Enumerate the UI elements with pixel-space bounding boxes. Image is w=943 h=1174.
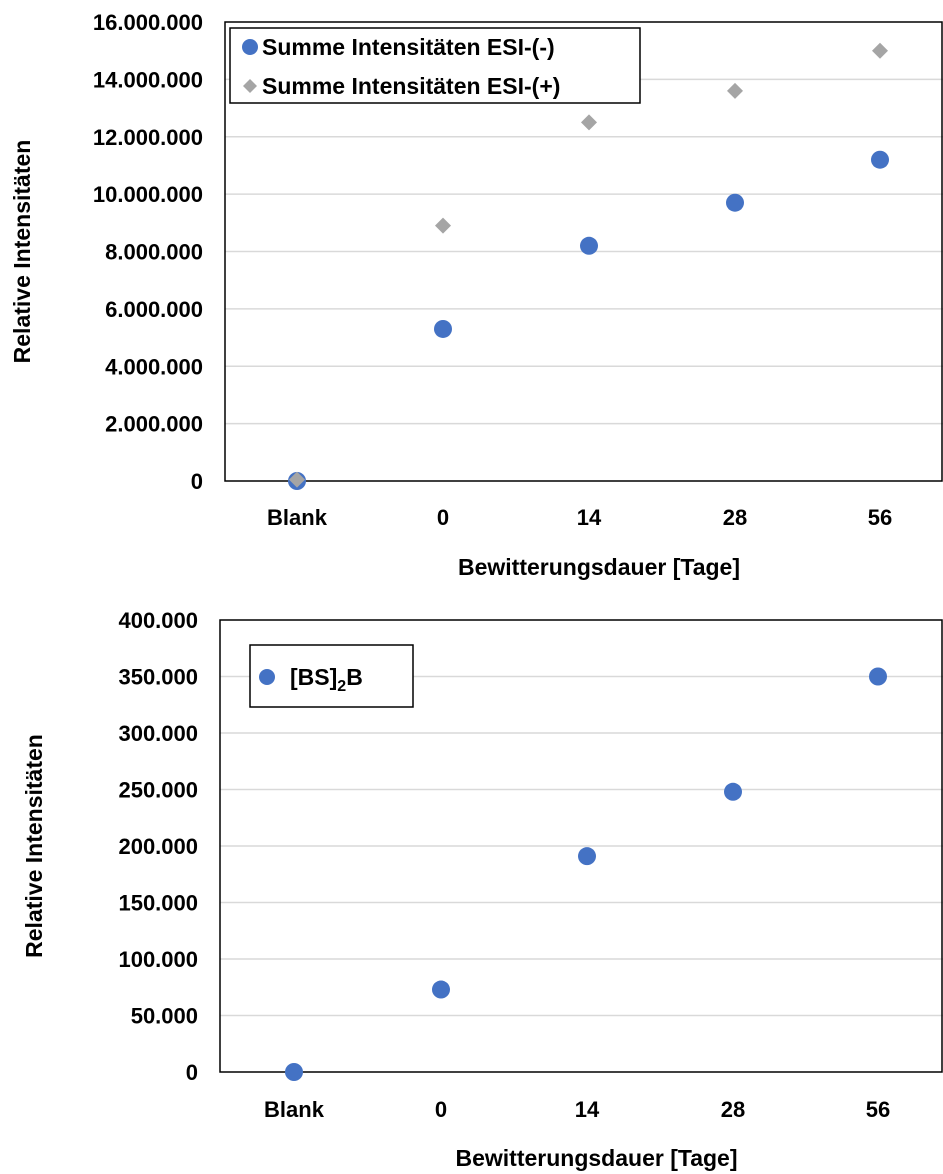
legend: Summe Intensitäten ESI-(-) Summe Intensit… (229, 27, 641, 104)
y-tick-label: 12.000.000 (93, 125, 203, 150)
y-tick-label: 300.000 (118, 721, 198, 746)
y-tick-label: 250.000 (118, 778, 198, 803)
data-point-series-1 (869, 667, 887, 686)
y-axis-title: Relative Intensitäten (21, 734, 47, 958)
y-tick-label: 8.000.000 (105, 240, 203, 265)
y-tick-label: 0 (186, 1060, 198, 1085)
legend: [BS]2B (249, 644, 414, 708)
data-point-series-2 (435, 217, 451, 234)
legend-label-main: [BS] (290, 664, 337, 690)
x-tick-label: 56 (868, 505, 892, 530)
data-point-series-1 (871, 150, 889, 169)
y-tick-label: 0 (191, 469, 203, 494)
x-axis-title: Bewitterungsdauer [Tage] (456, 1145, 738, 1171)
plot-area (224, 21, 943, 482)
y-tick-label: 400.000 (118, 608, 198, 633)
data-point-series-1 (580, 236, 598, 255)
legend-marker (259, 669, 275, 685)
x-axis-title: Bewitterungsdauer [Tage] (458, 554, 740, 580)
y-tick-label: 200.000 (118, 834, 198, 859)
legend-label: Summe Intensitäten ESI-(-) (262, 34, 555, 60)
legend-marker (243, 79, 257, 93)
data-point-series-1 (432, 980, 450, 999)
data-point-series-2 (581, 114, 597, 131)
data-point-series-2 (727, 82, 743, 99)
y-tick-label: 350.000 (118, 665, 198, 690)
chart-2: 0 50.000 100.000 150.000 200.000 250.000 300.0… (21, 608, 943, 1171)
y-tick-label: 4.000.000 (105, 354, 203, 379)
data-point-series-1 (724, 782, 742, 801)
x-tick-label: 0 (435, 1097, 447, 1122)
plot-area (219, 619, 943, 1073)
y-tick-label: 150.000 (118, 891, 198, 916)
x-tick-label: Blank (264, 1097, 325, 1122)
x-tick-label: 28 (721, 1097, 745, 1122)
legend-label: Summe Intensitäten ESI-(+) (262, 73, 560, 99)
legend-label-tail: B (346, 664, 363, 690)
data-point-series-1 (726, 193, 744, 212)
y-tick-label: 6.000.000 (105, 297, 203, 322)
x-tick-label: Blank (267, 505, 328, 530)
legend-label: [BS]2B (290, 664, 363, 695)
legend-marker (242, 39, 258, 55)
legend-label-subscript: 2 (337, 678, 346, 695)
data-point-series-1 (434, 319, 452, 338)
y-tick-label: 2.000.000 (105, 412, 203, 437)
x-tick-label: 0 (437, 505, 449, 530)
y-tick-label: 100.000 (118, 947, 198, 972)
data-point-series-1 (285, 1063, 303, 1081)
y-tick-label: 14.000.000 (93, 67, 203, 92)
x-tick-label: 28 (723, 505, 747, 530)
x-tick-label: 14 (577, 505, 602, 530)
legend-box (249, 644, 414, 708)
y-tick-label: 10.000.000 (93, 182, 203, 207)
data-point-series-1 (578, 847, 596, 866)
legend-box (229, 27, 641, 104)
data-point-series-2 (289, 471, 305, 488)
chart-1: 0 2.000.000 4.000.000 6.000.000 8.000.000 10.… (9, 10, 943, 580)
y-tick-label: 16.000.000 (93, 10, 203, 35)
x-tick-label: 14 (575, 1097, 600, 1122)
x-tick-label: 56 (866, 1097, 890, 1122)
y-tick-label: 50.000 (131, 1004, 198, 1029)
data-point-series-2 (872, 42, 888, 59)
y-axis-title: Relative Intensitäten (9, 140, 35, 364)
